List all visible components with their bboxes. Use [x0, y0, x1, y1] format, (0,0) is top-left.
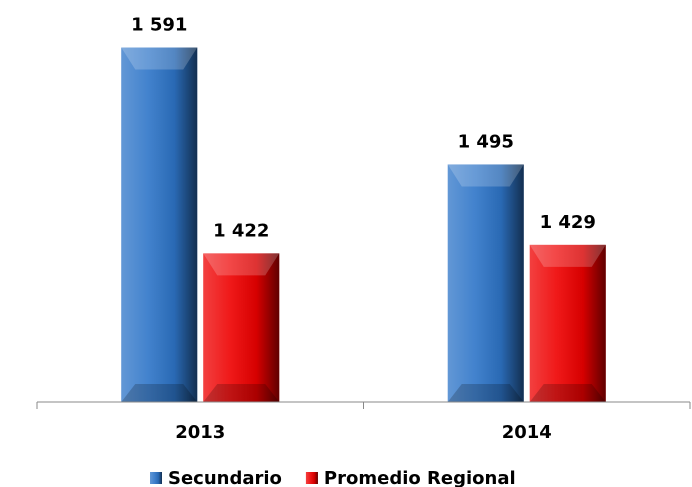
legend-swatch-shade — [150, 472, 162, 484]
value-label: 1 429 — [540, 212, 596, 233]
legend-label: Secundario — [168, 468, 282, 487]
legend-swatch-shade — [305, 472, 318, 484]
bar-shade — [121, 47, 198, 402]
bar-bevel — [529, 244, 606, 267]
bar-bevel — [203, 253, 280, 276]
value-label: 1 422 — [213, 220, 269, 241]
bar-bevel — [447, 164, 524, 187]
bar-shade — [447, 164, 524, 402]
bar-bevel — [121, 384, 198, 402]
value-label: 1 495 — [458, 131, 514, 152]
bar-shade — [203, 253, 280, 402]
bar-bevel — [447, 384, 524, 402]
bar-bevel — [121, 47, 198, 70]
legend-label: Promedio Regional — [324, 468, 516, 487]
x-tick-label: 2013 — [175, 422, 225, 443]
value-label: 1 591 — [131, 15, 187, 36]
bar-bevel — [529, 384, 606, 402]
bar-bevel — [203, 384, 280, 402]
bar-shade — [529, 244, 606, 402]
x-tick-label: 2014 — [502, 422, 552, 443]
